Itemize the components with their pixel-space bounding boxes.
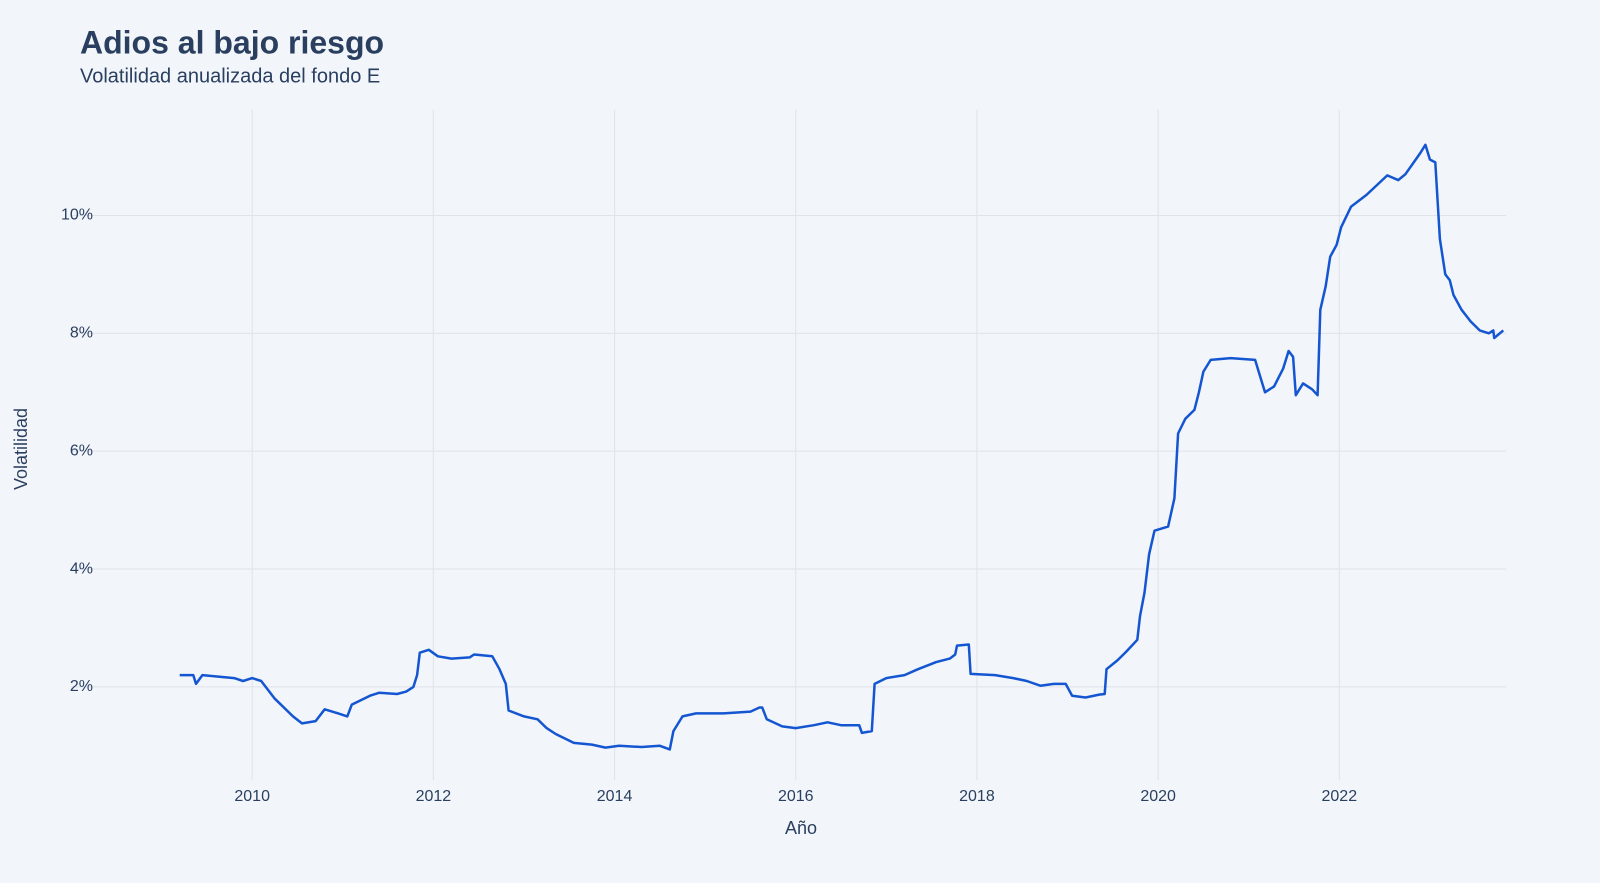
- chart-subtitle: Volatilidad anualizada del fondo E: [80, 65, 380, 87]
- x-axis-label: Año: [785, 818, 817, 838]
- y-tick-label: 4%: [70, 560, 93, 577]
- x-tick-label: 2016: [778, 788, 814, 805]
- x-tick-label: 2010: [234, 788, 270, 805]
- x-tick-label: 2014: [597, 788, 633, 805]
- y-tick-label: 10%: [61, 207, 93, 224]
- data-line: [179, 143, 1505, 751]
- chart-title: Adios al bajo riesgo: [80, 24, 384, 60]
- y-axis-label: Volatilidad: [11, 408, 31, 490]
- y-tick-label: 2%: [70, 678, 93, 695]
- x-tick-label: 2012: [416, 788, 452, 805]
- x-tick-label: 2018: [959, 788, 995, 805]
- x-tick-label: 2022: [1322, 788, 1358, 805]
- y-tick-label: 6%: [70, 442, 93, 459]
- x-tick-label: 2020: [1140, 788, 1176, 805]
- y-tick-label: 8%: [70, 325, 93, 342]
